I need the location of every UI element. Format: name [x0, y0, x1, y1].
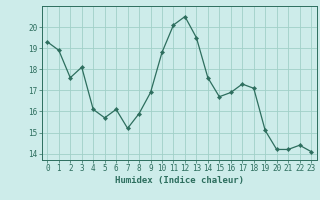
X-axis label: Humidex (Indice chaleur): Humidex (Indice chaleur) [115, 176, 244, 185]
